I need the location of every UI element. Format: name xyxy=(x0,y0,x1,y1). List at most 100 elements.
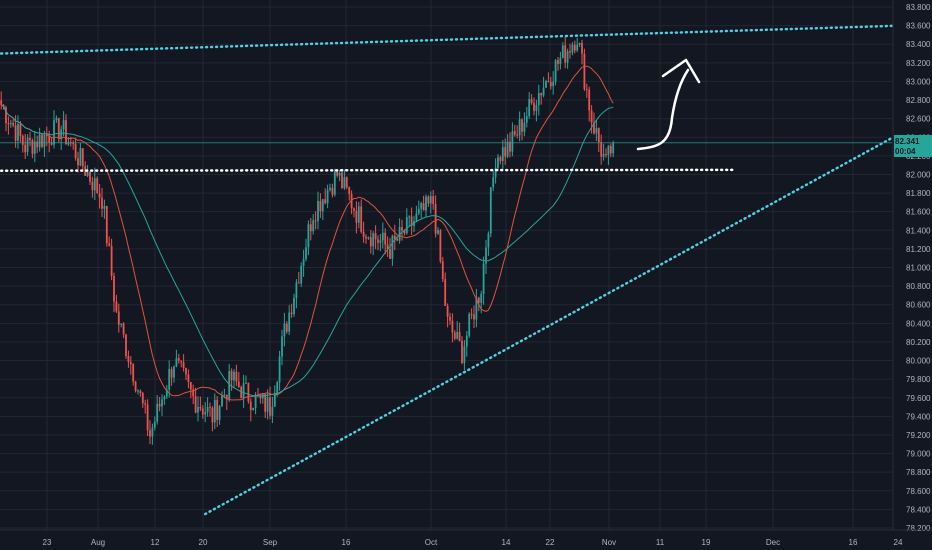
candle-body xyxy=(245,382,247,384)
y-tick-label: 79.800 xyxy=(906,375,931,384)
x-tick-label: 16 xyxy=(342,538,351,547)
candle-body xyxy=(600,142,603,157)
candle-body xyxy=(12,122,15,126)
candle-body xyxy=(422,203,425,211)
candle-body xyxy=(492,177,495,188)
candle-body xyxy=(434,203,437,234)
candle-body xyxy=(110,245,113,277)
candle-body xyxy=(218,406,221,420)
candle-body xyxy=(379,240,382,243)
candle-body xyxy=(48,135,51,143)
candle-body xyxy=(185,368,187,375)
candle-body xyxy=(276,382,279,394)
candle-body xyxy=(523,122,526,132)
candle-body xyxy=(199,406,202,409)
candle-body xyxy=(465,335,468,347)
candle-body xyxy=(446,305,449,317)
candle-body xyxy=(96,178,99,194)
candle-body xyxy=(278,356,281,383)
candle-body xyxy=(309,224,312,232)
candle-body xyxy=(542,87,545,96)
candle-body xyxy=(444,279,447,306)
candle-body xyxy=(410,216,413,226)
candle-body xyxy=(590,110,593,123)
y-tick-label: 82.000 xyxy=(906,170,931,179)
candle-body xyxy=(528,99,531,117)
y-tick-label: 83.200 xyxy=(906,59,931,68)
candle-body xyxy=(7,123,10,125)
candle-body xyxy=(401,227,403,231)
candle-body xyxy=(441,261,444,280)
candle-body xyxy=(477,297,480,303)
candle-body xyxy=(165,389,168,397)
candle-body xyxy=(307,224,310,248)
candle-body xyxy=(588,89,591,111)
candle-body xyxy=(79,148,82,166)
candle-body xyxy=(293,298,295,315)
candle-body xyxy=(156,403,159,422)
candle-body xyxy=(161,399,163,407)
x-tick-label: 12 xyxy=(151,538,160,547)
candle-body xyxy=(187,374,190,383)
candle-body xyxy=(405,217,408,234)
trendline[interactable] xyxy=(0,23,932,55)
candle-body xyxy=(129,361,132,365)
drawn-up-arrow-head[interactable] xyxy=(661,58,701,84)
candle-body xyxy=(105,206,108,244)
candle-body xyxy=(384,232,387,245)
trendline[interactable] xyxy=(0,168,735,172)
candle-body xyxy=(281,336,283,357)
drawn-up-arrow[interactable] xyxy=(636,68,690,151)
candle-body xyxy=(429,196,432,204)
candle-body xyxy=(365,236,367,239)
candle-body xyxy=(333,171,336,195)
candle-body xyxy=(355,210,358,223)
x-tick-label: Oct xyxy=(425,538,438,547)
candle-body xyxy=(593,122,595,134)
candle-body xyxy=(324,199,327,204)
candle-body xyxy=(386,244,389,250)
candle-body xyxy=(29,137,31,140)
candle-body xyxy=(254,394,257,408)
candle-body xyxy=(583,53,586,90)
candle-body xyxy=(290,312,293,315)
y-tick-label: 80.800 xyxy=(906,282,931,291)
candle-body xyxy=(9,122,12,124)
candle-body xyxy=(36,141,39,148)
candle-body xyxy=(194,396,197,413)
candle-body xyxy=(101,197,103,209)
candle-body xyxy=(345,177,348,188)
candle-body xyxy=(602,154,605,157)
candle-body xyxy=(230,371,233,381)
candle-body xyxy=(516,134,519,136)
candle-body xyxy=(225,394,228,400)
candle-body xyxy=(475,297,478,320)
candle-body xyxy=(557,60,559,64)
candle-body xyxy=(367,237,370,239)
candle-body xyxy=(533,102,535,111)
candle-body xyxy=(609,146,612,154)
y-tick-label: 79.600 xyxy=(906,394,931,403)
x-tick-label: 23 xyxy=(43,538,52,547)
candle-body xyxy=(509,141,511,152)
y-tick-label: 81.600 xyxy=(906,208,931,217)
candle-body xyxy=(38,134,41,148)
candle-body xyxy=(554,60,557,82)
candle-body xyxy=(91,181,94,191)
candle-body xyxy=(98,193,101,198)
candle-body xyxy=(60,129,63,140)
candle-body xyxy=(62,120,65,130)
candle-body xyxy=(285,323,288,332)
candle-body xyxy=(144,403,147,405)
x-tick-label: Dec xyxy=(766,538,780,547)
y-tick-label: 81.200 xyxy=(906,245,931,254)
candle-body xyxy=(273,393,276,407)
candle-body xyxy=(93,178,96,191)
candle-body xyxy=(67,142,70,145)
candle-body xyxy=(21,135,24,145)
trendline[interactable] xyxy=(203,100,932,516)
candle-body xyxy=(81,148,84,167)
candle-body xyxy=(57,118,60,140)
